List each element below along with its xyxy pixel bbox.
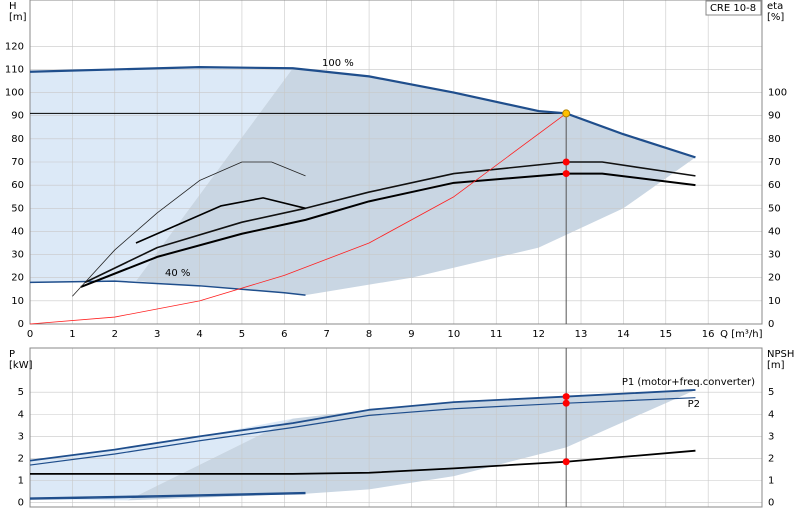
curve bbox=[29, 389, 696, 462]
y2-tick-label: 100 bbox=[768, 88, 787, 99]
y2-tick-label: 80 bbox=[768, 134, 781, 145]
y2-tick-label: 4 bbox=[768, 409, 774, 420]
x-tick-label: 7 bbox=[324, 329, 330, 340]
y-tick-label: 5 bbox=[18, 387, 24, 398]
operating-point bbox=[562, 458, 570, 466]
plot-frame bbox=[29, 0, 763, 325]
plot-frame bbox=[29, 347, 763, 508]
curve bbox=[72, 161, 306, 297]
y-tick-label: 3 bbox=[18, 431, 24, 442]
y-tick-label: 50 bbox=[11, 203, 24, 214]
x-tick-label: 11 bbox=[490, 329, 503, 340]
x-tick-label: 13 bbox=[575, 329, 588, 340]
x-tick-label: 5 bbox=[239, 329, 245, 340]
y2-tick-label: 3 bbox=[768, 431, 774, 442]
operating-point bbox=[562, 170, 570, 178]
y-tick-label: 0 bbox=[18, 319, 24, 330]
y2-tick-label: 5 bbox=[768, 387, 774, 398]
y2-axis-unit: [m] bbox=[767, 360, 785, 371]
x-tick-label: 10 bbox=[447, 329, 460, 340]
operating-point bbox=[562, 393, 570, 401]
y-tick-label: 100 bbox=[5, 88, 24, 99]
curve-label: 40 % bbox=[165, 268, 190, 279]
y-tick-label: 80 bbox=[11, 134, 24, 145]
y2-tick-label: 2 bbox=[768, 453, 774, 464]
x-tick-label: 16 bbox=[702, 329, 715, 340]
y-tick-label: 4 bbox=[18, 409, 24, 420]
curve bbox=[80, 172, 696, 288]
x-tick-label: 2 bbox=[112, 329, 118, 340]
y2-tick-label: 0 bbox=[768, 319, 774, 330]
curve bbox=[30, 449, 696, 475]
x-tick-label: 8 bbox=[366, 329, 372, 340]
y2-tick-label: 60 bbox=[768, 180, 781, 191]
curve bbox=[29, 113, 567, 325]
y2-tick-label: 30 bbox=[768, 250, 781, 261]
model-box bbox=[705, 0, 762, 16]
curve-label: P1 (motor+freq.converter) bbox=[622, 377, 755, 388]
operating-point bbox=[562, 158, 570, 166]
curve-label: 100 % bbox=[322, 58, 354, 69]
y2-tick-label: 1 bbox=[768, 476, 774, 487]
x-axis-label: Q [m³/h] bbox=[720, 329, 762, 340]
y-tick-label: 90 bbox=[11, 111, 24, 122]
x-tick-label: 4 bbox=[196, 329, 202, 340]
y-tick-label: 60 bbox=[11, 180, 24, 191]
x-tick-label: 15 bbox=[659, 329, 672, 340]
curve bbox=[29, 66, 696, 159]
y-tick-label: 2 bbox=[18, 453, 24, 464]
y-tick-label: 10 bbox=[11, 296, 24, 307]
y-tick-label: 40 bbox=[11, 226, 24, 237]
y-tick-label: 110 bbox=[5, 64, 24, 75]
y-axis-unit: [kW] bbox=[9, 360, 33, 371]
y2-tick-label: 50 bbox=[768, 203, 781, 214]
y2-tick-label: 0 bbox=[768, 498, 774, 509]
x-tick-label: 12 bbox=[532, 329, 545, 340]
y2-tick-label: 90 bbox=[768, 111, 781, 122]
y-tick-label: 30 bbox=[11, 250, 24, 261]
curve bbox=[29, 397, 696, 466]
y-tick-label: 120 bbox=[5, 41, 24, 52]
y-axis-label: P bbox=[9, 349, 15, 360]
y2-axis-label: NPSH bbox=[767, 349, 794, 360]
x-tick-label: 14 bbox=[617, 329, 630, 340]
x-tick-label: 1 bbox=[69, 329, 75, 340]
y-tick-label: 20 bbox=[11, 273, 24, 284]
y-axis-unit: [m] bbox=[9, 12, 27, 23]
y-tick-label: 0 bbox=[18, 498, 24, 509]
y2-tick-label: 10 bbox=[768, 296, 781, 307]
y-tick-label: 70 bbox=[11, 157, 24, 168]
region bbox=[30, 418, 293, 501]
y2-axis-label: eta bbox=[767, 1, 783, 12]
curve bbox=[135, 197, 306, 244]
curve-label: P2 bbox=[688, 399, 700, 410]
y2-tick-label: 40 bbox=[768, 226, 781, 237]
curve bbox=[84, 161, 696, 284]
region bbox=[30, 67, 293, 283]
x-tick-label: 6 bbox=[281, 329, 287, 340]
y-axis-label: H bbox=[9, 1, 17, 12]
operating-point bbox=[562, 399, 570, 407]
x-tick-label: 3 bbox=[154, 329, 160, 340]
x-tick-label: 9 bbox=[408, 329, 414, 340]
y-tick-label: 1 bbox=[18, 476, 24, 487]
curve bbox=[29, 493, 306, 500]
operating-point bbox=[562, 109, 571, 118]
y2-axis-unit: [%] bbox=[767, 12, 784, 23]
curve bbox=[29, 491, 306, 499]
model-label: CRE 10-8 bbox=[710, 3, 756, 14]
y2-tick-label: 20 bbox=[768, 273, 781, 284]
y2-tick-label: 70 bbox=[768, 157, 781, 168]
x-tick-label: 0 bbox=[27, 329, 33, 340]
